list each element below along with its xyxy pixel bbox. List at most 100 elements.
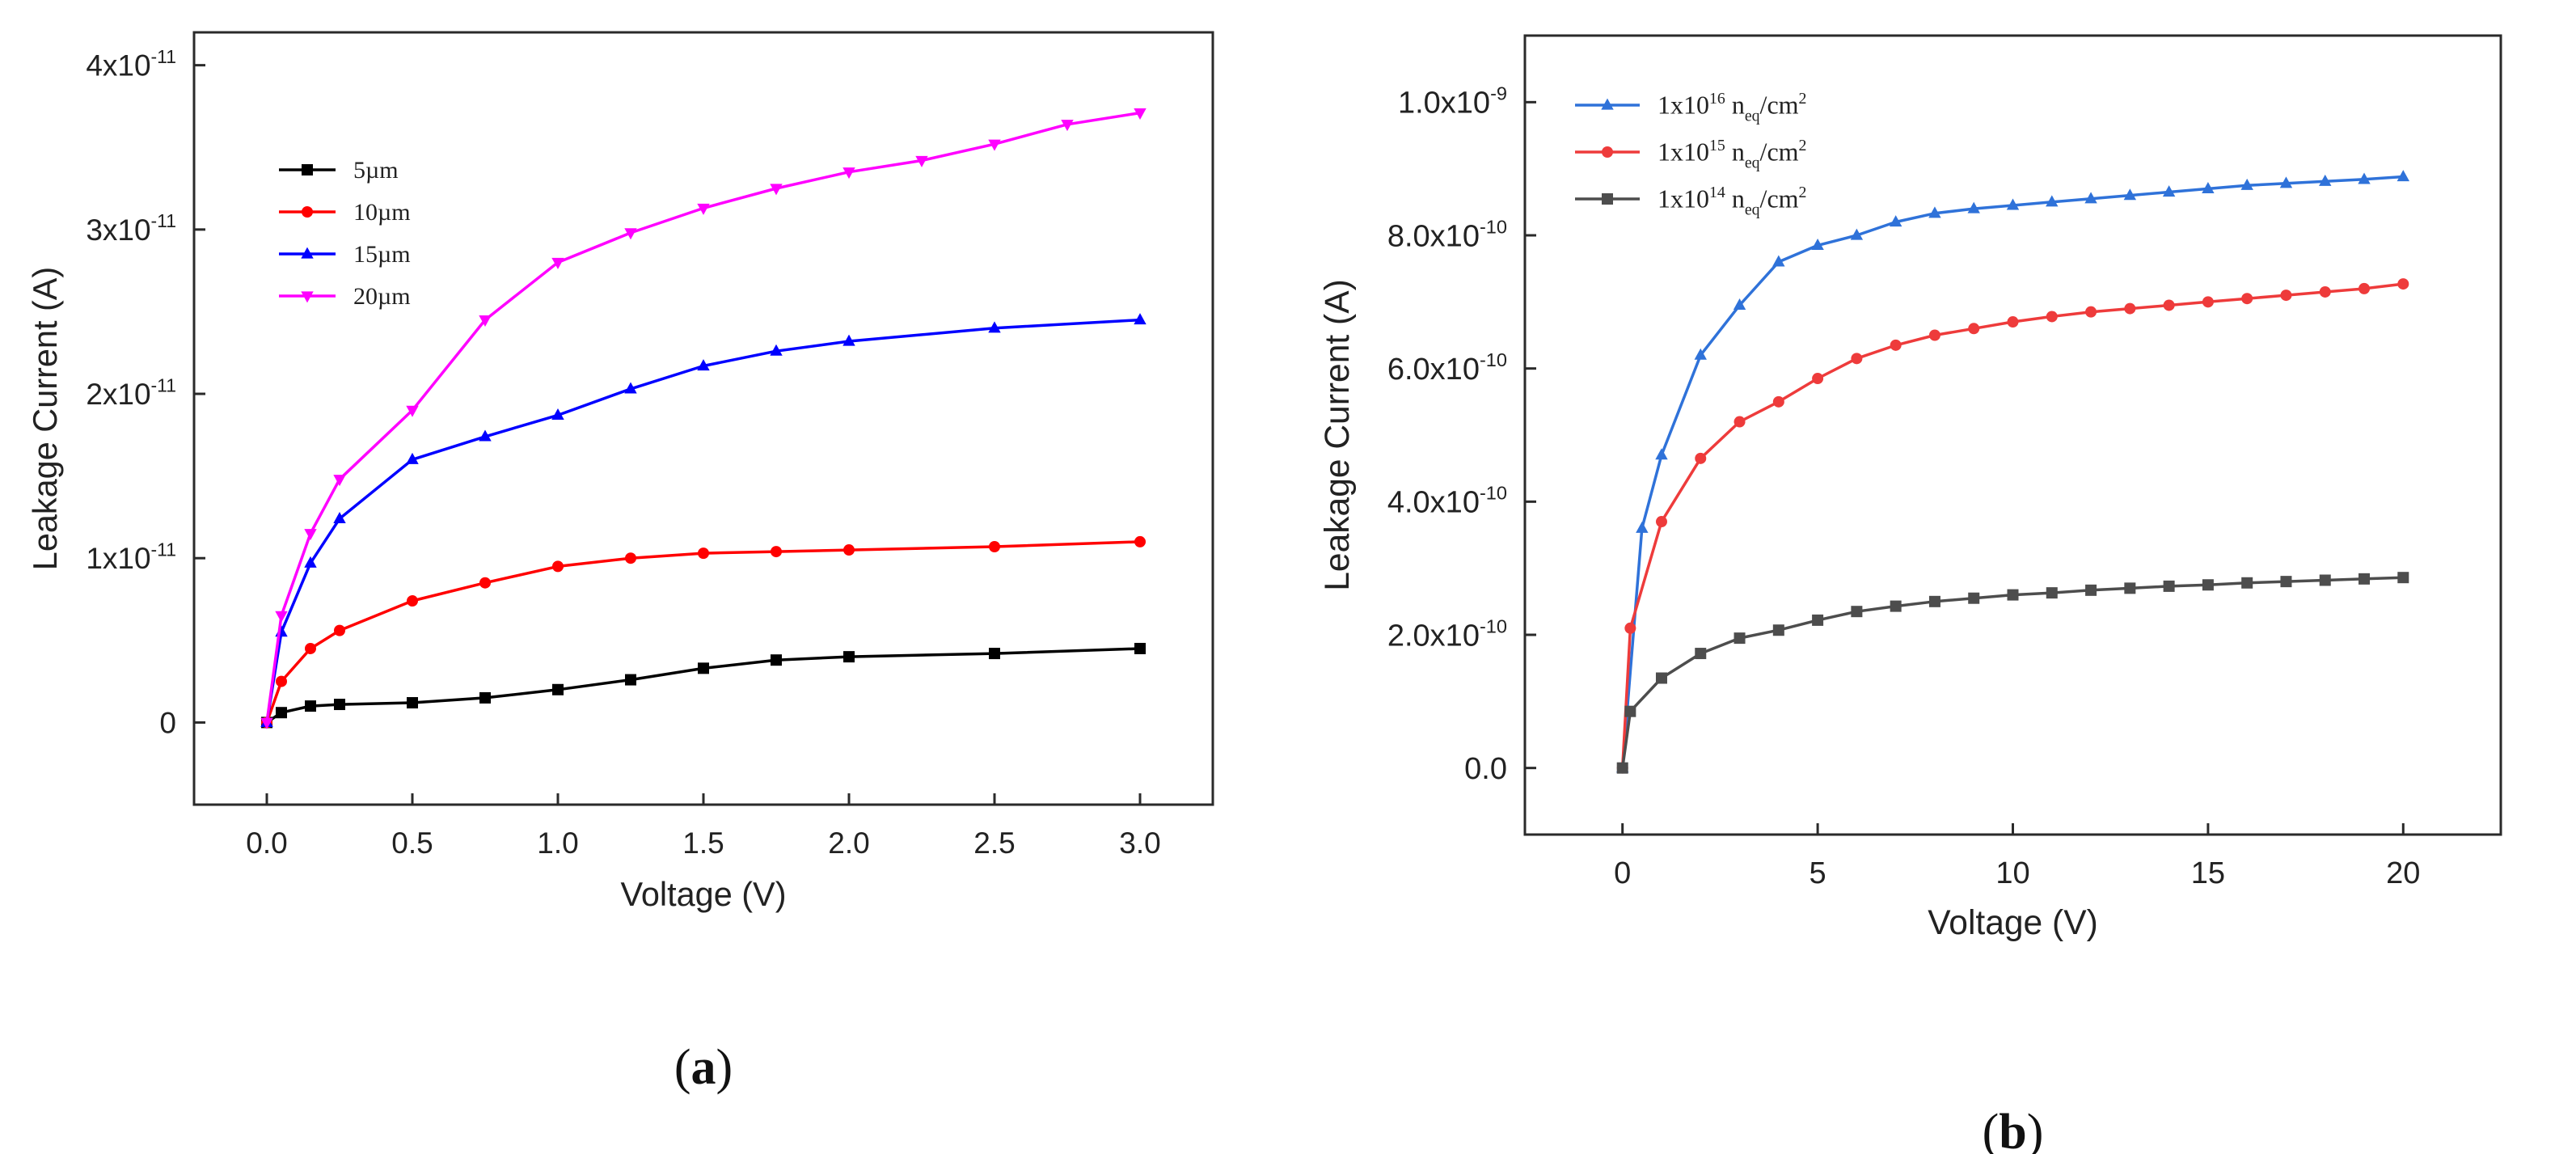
chart-b-data-point <box>1636 521 1649 533</box>
chart-a-data-point <box>406 452 419 464</box>
chart-panel-b: 0 5 10 15 20 0.0 2.0x10-10 4.0x10-10 6.0x10-10 8.… <box>1288 0 2576 1154</box>
chart-a-x-tick-label: 1.0 <box>537 826 578 860</box>
chart-b-y-tick-label: 2.0x10-10 <box>1387 615 1507 653</box>
chart-a-data-point <box>697 203 710 215</box>
chart-b-data-point <box>2359 282 2371 294</box>
chart-a-data-point <box>334 624 345 636</box>
chart-b-legend-label-part: 1x10 <box>1658 184 1709 213</box>
chart-b-data-point <box>2124 302 2136 315</box>
chart-b-data-point <box>1928 595 1940 607</box>
chart-b-caption-close: ) <box>2027 1105 2044 1154</box>
chart-b-data-point <box>1889 215 1902 227</box>
chart-b-data-point <box>2006 198 2020 210</box>
chart-a-data-point <box>333 475 346 487</box>
chart-a-series-line <box>266 647 1141 724</box>
chart-b-data-point <box>1772 624 1784 636</box>
chart-a-data-point <box>479 691 491 704</box>
chart-a-data-point <box>842 167 855 180</box>
chart-a-data-point <box>771 546 782 558</box>
chart-b-data-point <box>1928 206 1941 218</box>
chart-a-data-point <box>1134 642 1146 654</box>
chart-a-legend: 5µm 10µm 15µm 20µm <box>279 157 411 310</box>
chart-b-legend-label-part: 2 <box>1799 184 1807 201</box>
chart-a-x-tick-label: 0.5 <box>391 826 433 860</box>
chart-b-y-axis-title: Leakage Current (A) <box>1318 279 1357 590</box>
chart-a-data-point <box>771 654 782 666</box>
chart-a-data-point <box>988 321 1001 333</box>
chart-a-data-point <box>988 139 1001 151</box>
chart-a-y-tick-label-exponent: -11 <box>151 539 176 560</box>
chart-b-data-point <box>2123 188 2137 201</box>
chart-a-y-tick-label-base: 1x10 <box>86 542 150 575</box>
chart-a-y-tick-label-base: 4x10 <box>86 49 150 82</box>
chart-b-y-tick-label: 4.0x10-10 <box>1387 483 1507 520</box>
chart-a-data-point <box>697 359 710 371</box>
chart-b-legend-label-part: n <box>1725 184 1745 213</box>
chart-b-legend-label: 1x1016 neq/cm2 <box>1658 90 1806 125</box>
chart-b-y-tick-label-base: 6.0x10 <box>1387 353 1480 387</box>
chart-a-caption-letter: a <box>691 1040 716 1095</box>
chart-a-legend-swatch-marker <box>301 247 314 259</box>
chart-b-data-point <box>2397 278 2409 290</box>
chart-b-data-point <box>2280 290 2292 302</box>
chart-b-series-1 <box>1616 278 2409 774</box>
chart-b-legend-label-part: eq <box>1745 108 1760 125</box>
chart-a-data-point <box>552 560 564 573</box>
chart-b-series-line <box>1620 282 2404 768</box>
chart-a-data-point <box>260 717 273 729</box>
chart-b-data-point <box>1624 622 1636 634</box>
chart-b-data-point <box>2046 195 2059 207</box>
chart-b-legend-label: 1x1014 neq/cm2 <box>1658 184 1806 219</box>
chart-b-data-point <box>2358 172 2371 184</box>
chart-b-data-point <box>1968 323 1980 335</box>
chart-b-legend-label-part: n <box>1725 91 1745 120</box>
chart-b-y-tick-label-base: 1.0x10 <box>1398 87 1490 120</box>
chart-b-data-point <box>1733 298 1746 311</box>
chart-a-data-point <box>843 544 855 556</box>
chart-b-data-point <box>2084 192 2097 204</box>
chart-b-data-point <box>1655 448 1668 460</box>
chart-b-legend-label-part: /cm <box>1760 184 1799 213</box>
chart-b-data-point <box>1890 339 1902 351</box>
chart-b-legend-label-part: 14 <box>1709 184 1725 201</box>
chart-b-data-point <box>1850 228 1864 240</box>
chart-a-data-point <box>407 697 418 709</box>
chart-b-series-0 <box>1616 170 2409 773</box>
chart-a-x-tick-label: 2.0 <box>828 826 869 860</box>
chart-a-x-axis-title: Voltage (V) <box>620 875 786 913</box>
chart-a-y-tick-label-base: 3x10 <box>86 213 150 247</box>
chart-b-data-point <box>1734 632 1746 645</box>
chart-b-data-point <box>2241 577 2253 589</box>
chart-b-y-tick-label-exponent: -10 <box>1480 483 1507 504</box>
chart-b-data-point <box>2397 572 2409 584</box>
chart-a-data-point <box>275 611 288 623</box>
chart-a-y-tick-label: 4x10-11 <box>86 46 176 82</box>
chart-a-data-point <box>305 700 316 712</box>
chart-a-y-tick-label-exponent: -11 <box>151 210 176 231</box>
chart-a-y-tick-label: 3x10-11 <box>86 210 176 247</box>
chart-b-legend-label: 1x1015 neq/cm2 <box>1658 137 1806 172</box>
chart-b-data-point <box>2240 178 2253 190</box>
chart-b-data-point <box>2359 573 2371 585</box>
chart-a-data-point <box>1134 108 1147 120</box>
chart-b-y-tick-label: 8.0x10-10 <box>1387 216 1507 253</box>
chart-a-x-tick-label: 0.0 <box>246 826 287 860</box>
chart-a-legend-label-part: 20µm <box>353 283 411 310</box>
chart-b-data-point <box>2319 174 2332 186</box>
chart-b-svg: 0 5 10 15 200.02.0x10-104.0x10-106.0x10-108.… <box>1318 34 2502 1154</box>
chart-a-y-tick-label: 0 <box>159 706 176 739</box>
chart-b-data-point <box>1812 373 1824 385</box>
chart-b-legend-label-part: 15 <box>1709 137 1725 154</box>
chart-a-series-0 <box>261 642 1146 729</box>
chart-b-legend-label-part: 2 <box>1799 90 1807 108</box>
chart-a-legend-swatch-marker <box>302 164 313 175</box>
chart-b-legend-swatch-marker <box>1602 146 1613 158</box>
chart-b-data-point <box>2202 296 2214 308</box>
chart-b-y-tick-label-exponent: -9 <box>1490 83 1507 104</box>
chart-a-data-point <box>843 651 855 663</box>
chart-b-data-point <box>1655 672 1667 684</box>
chart-b-x-tick-label: 5 <box>1810 856 1826 890</box>
chart-a-data-point <box>698 547 709 560</box>
chart-b-y-tick-label-base: 8.0x10 <box>1387 219 1480 253</box>
chart-a-legend-swatch-marker <box>301 291 314 303</box>
